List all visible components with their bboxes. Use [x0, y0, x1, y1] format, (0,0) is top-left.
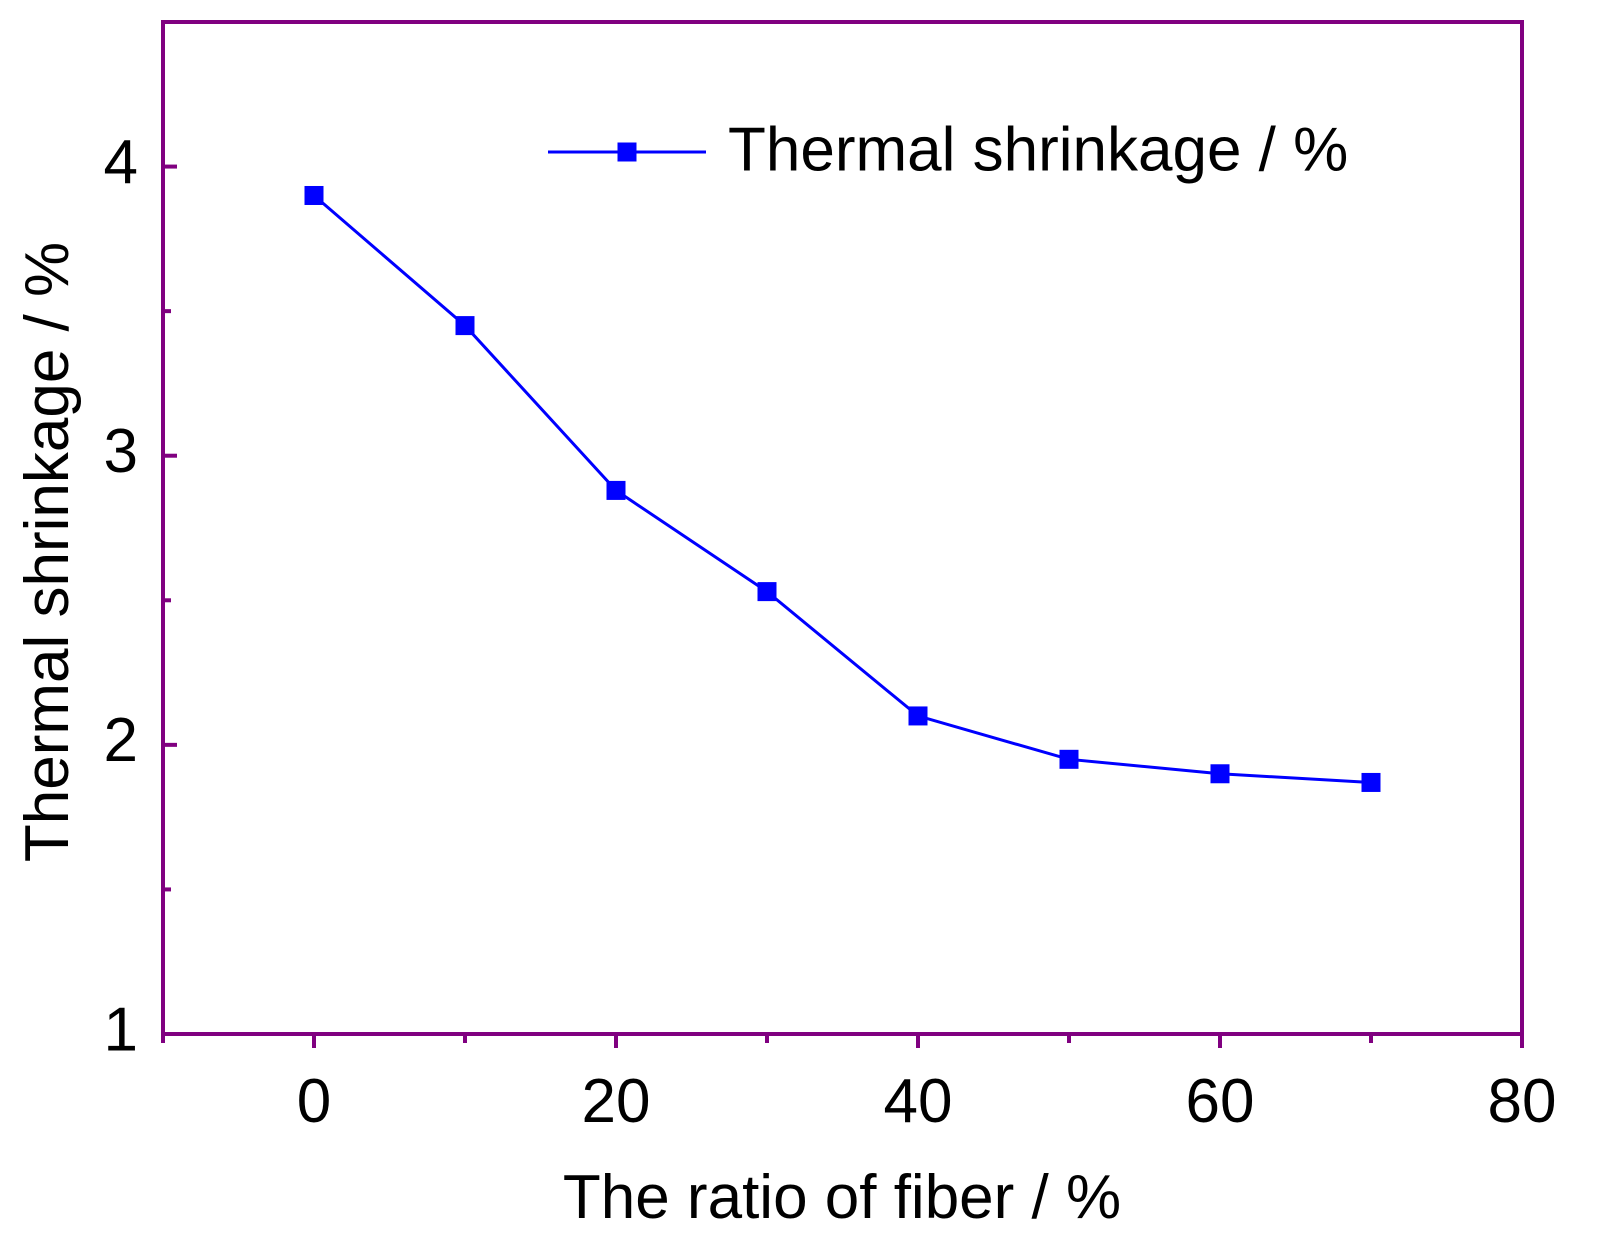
- data-point-marker: [908, 706, 928, 726]
- y-tick-label: 2: [104, 706, 138, 775]
- data-point-marker: [606, 480, 626, 500]
- plot-frame: [161, 20, 1524, 1036]
- y-axis-ticks: 1 2 3 4: [104, 20, 177, 1064]
- x-tick-label: 0: [297, 1067, 331, 1136]
- data-point-marker: [455, 316, 475, 336]
- legend-marker: [617, 142, 637, 162]
- data-point-marker: [1059, 749, 1079, 769]
- x-tick-label: 20: [582, 1067, 651, 1136]
- data-point-marker: [1210, 764, 1230, 784]
- y-tick-label: 3: [104, 417, 138, 486]
- series-layer: [304, 185, 1381, 792]
- y-tick-label: 1: [104, 995, 138, 1064]
- data-point-marker: [757, 582, 777, 602]
- data-point-marker: [1361, 772, 1381, 792]
- legend: Thermal shrinkage / %: [548, 115, 1348, 184]
- x-axis-title: The ratio of fiber / %: [563, 1163, 1121, 1232]
- x-tick-label: 80: [1488, 1067, 1557, 1136]
- x-tick-label: 60: [1186, 1067, 1255, 1136]
- data-point-marker: [304, 185, 324, 205]
- legend-label: Thermal shrinkage / %: [728, 115, 1348, 184]
- series-line: [313, 194, 1372, 784]
- y-axis-title: Thermal shrinkage / %: [13, 242, 82, 862]
- y-tick-label: 4: [104, 128, 138, 197]
- x-axis-ticks: 0 20 40 60 80: [161, 1034, 1557, 1136]
- x-tick-label: 40: [884, 1067, 953, 1136]
